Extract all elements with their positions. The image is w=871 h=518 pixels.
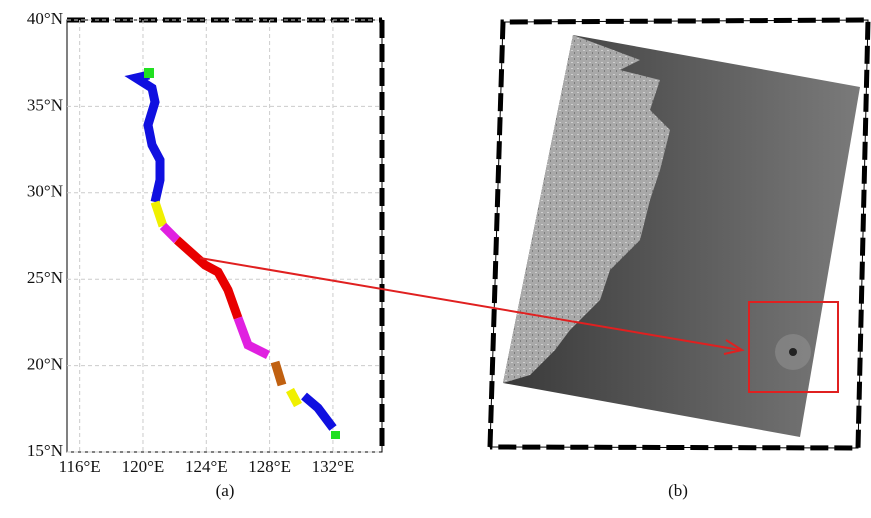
lon-tick-label: 124°E: [185, 457, 228, 476]
track-segment: [270, 360, 287, 387]
track-segment: [159, 222, 181, 244]
highlight-box: [748, 301, 839, 393]
track-segment: [174, 236, 243, 320]
caption: (a): [216, 481, 235, 500]
typhoon-eye: [789, 348, 797, 356]
arrow-line: [199, 257, 741, 351]
track-end: [331, 431, 340, 439]
typhoon-track: [124, 70, 337, 431]
track-start: [144, 68, 154, 78]
lon-tick-label: 128°E: [248, 457, 291, 476]
arrow-head: [723, 339, 745, 355]
arrow: [199, 257, 745, 355]
track-segment: [150, 200, 168, 228]
coastline: [503, 35, 670, 383]
lat-tick-label: 20°N: [27, 355, 63, 374]
lat-tick-label: 30°N: [27, 182, 63, 201]
track-segment: [233, 316, 271, 360]
lat-tick-label: 35°N: [27, 95, 63, 114]
lat-tick-label: 25°N: [27, 268, 63, 287]
panel-b: (b): [487, 17, 871, 500]
lat-tick-label: 15°N: [27, 441, 63, 460]
map-frame: [66, 19, 383, 453]
lat-tick-label: 40°N: [27, 9, 63, 28]
panel-a: (a) 15°N 20°N 25°N 30°N 35°N 40°N 116°E 120°E 12…: [27, 9, 385, 500]
lon-tick-label: 132°E: [312, 457, 355, 476]
track-segment: [286, 387, 302, 408]
track-segment: [301, 392, 337, 431]
lon-tick-label: 116°E: [59, 457, 101, 476]
lon-tick-label: 120°E: [122, 457, 165, 476]
track-segment: [124, 70, 165, 203]
caption: (b): [668, 481, 688, 500]
